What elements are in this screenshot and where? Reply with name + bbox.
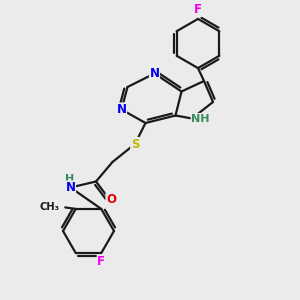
- Text: N: N: [65, 181, 76, 194]
- Text: F: F: [194, 3, 202, 16]
- Text: O: O: [106, 193, 116, 206]
- Text: F: F: [97, 255, 105, 268]
- Text: N: N: [116, 103, 127, 116]
- Text: S: S: [131, 137, 139, 151]
- Text: H: H: [65, 174, 74, 184]
- Text: CH₃: CH₃: [40, 202, 60, 212]
- Text: N: N: [149, 67, 160, 80]
- Text: NH: NH: [191, 113, 210, 124]
